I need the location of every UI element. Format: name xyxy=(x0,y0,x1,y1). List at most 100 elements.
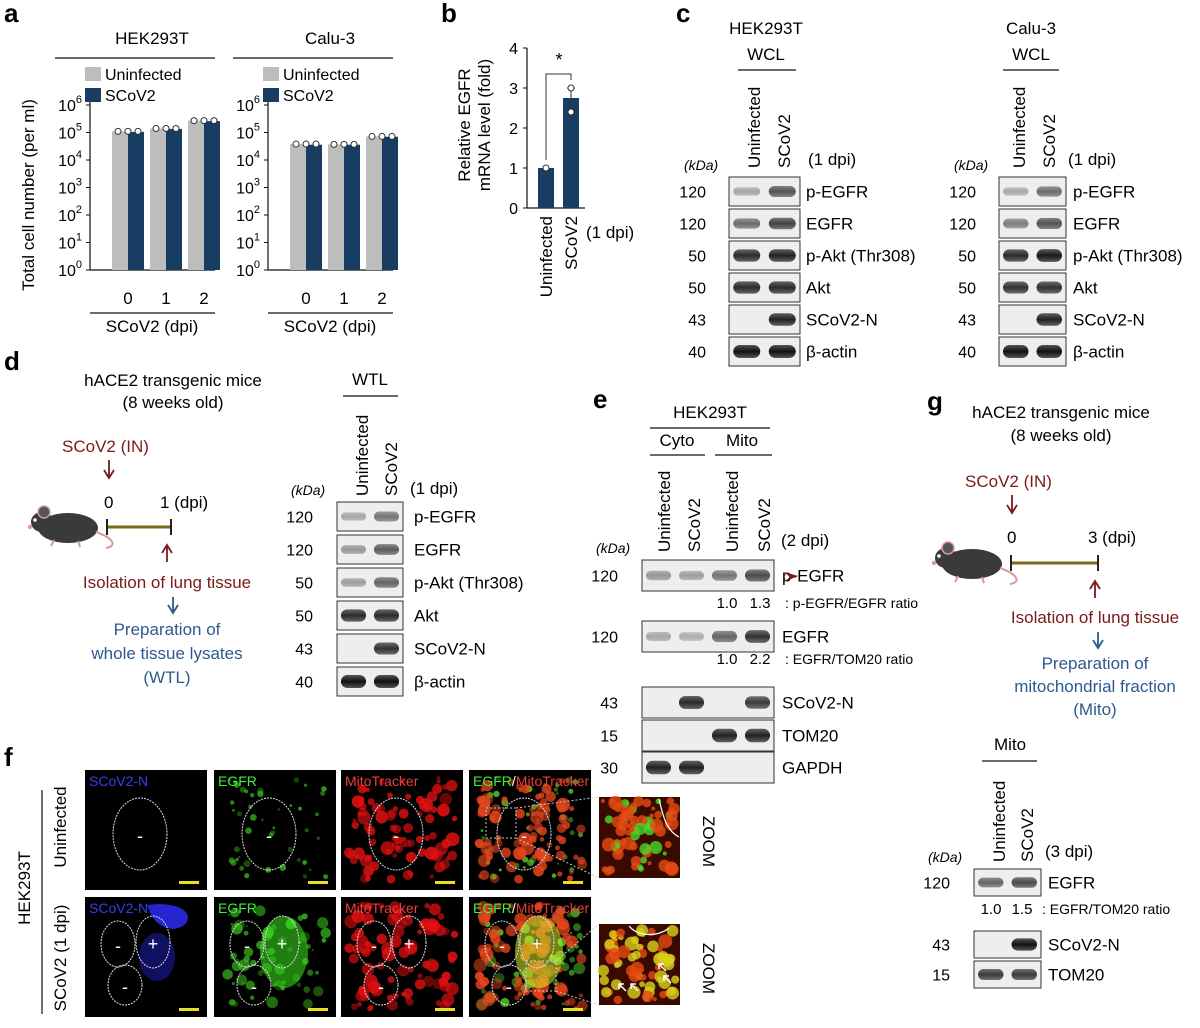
mito-signal xyxy=(368,943,377,952)
merge-label-egfr: EGFR xyxy=(473,773,512,789)
blot-band xyxy=(978,969,1004,980)
mito-signal xyxy=(357,811,371,825)
mito-signal xyxy=(558,778,564,784)
protein-label: Akt xyxy=(1073,279,1098,298)
ratio-value: 1.0 xyxy=(717,595,738,612)
mw-label: 120 xyxy=(679,217,706,234)
blot-band xyxy=(978,877,1004,888)
mito-signal xyxy=(447,850,458,861)
panel-label-e: e xyxy=(593,384,607,414)
channel-label: EGFR/MitoTracker xyxy=(473,900,589,916)
scale-bar xyxy=(308,1008,328,1011)
nucleus-marker: - xyxy=(506,977,512,997)
data-point xyxy=(567,108,575,116)
blot-g-mito: Uninfected SCoV2 (3 dpi) (kDa) 120 EGFR 43 SCoV… xyxy=(923,781,1170,989)
nucleus-outline xyxy=(391,915,427,969)
panel-e-fraction-mito: Mito xyxy=(726,431,758,450)
nucleus-outline xyxy=(107,964,143,1006)
ratio-value: 1.0 xyxy=(717,651,738,668)
zoom-signal xyxy=(642,798,652,808)
egfr-signal xyxy=(578,949,583,954)
blot-band xyxy=(768,313,796,326)
panel-e-cell: HEK293T xyxy=(673,403,747,422)
egfr-signal xyxy=(272,826,276,830)
egfr-signal xyxy=(239,786,247,793)
egfr-signal xyxy=(302,874,308,879)
merge-label-sep: / xyxy=(512,773,516,789)
y-tick-exponent: 5 xyxy=(254,122,260,134)
egfr-signal xyxy=(577,832,584,838)
protein-label: p-EGFR xyxy=(414,508,476,527)
mito-signal xyxy=(573,854,579,860)
blot-band xyxy=(1003,187,1029,196)
nucleus-marker: - xyxy=(378,977,384,997)
blot-band xyxy=(1003,344,1029,359)
mito-signal xyxy=(380,841,395,855)
egfr-signal xyxy=(303,783,308,787)
protein-label: TOM20 xyxy=(1048,966,1104,985)
y-tick-label: 101 xyxy=(58,232,82,253)
mw-label: 40 xyxy=(958,345,976,362)
egfr-signal xyxy=(302,860,308,865)
egfr-signal xyxy=(525,812,531,817)
mito-signal xyxy=(389,901,401,913)
blot-band xyxy=(373,511,400,522)
egfr-signal xyxy=(323,874,329,880)
egfr-signal xyxy=(230,908,240,918)
mito-signal xyxy=(578,993,584,998)
mito-signal xyxy=(494,776,499,780)
blot-band xyxy=(733,344,761,359)
zoom-signal xyxy=(666,797,675,805)
merge-label-egfr: EGFR xyxy=(473,900,512,916)
mito-signal xyxy=(576,953,587,964)
zoom-signal xyxy=(664,841,672,849)
egfr-signal xyxy=(535,999,541,1006)
protein-label: EGFR xyxy=(414,541,461,560)
y-tick-label: 103 xyxy=(58,177,82,198)
mito-signal xyxy=(490,873,500,884)
zoom-signal xyxy=(603,866,613,876)
mito-signal xyxy=(540,810,551,821)
blot-band xyxy=(1003,218,1029,229)
mito-signal xyxy=(424,835,431,842)
mito-signal xyxy=(354,854,360,859)
mito-signal xyxy=(494,839,503,847)
data-point xyxy=(302,140,310,148)
zoom-signal xyxy=(666,925,679,937)
data-point xyxy=(330,140,338,148)
mito-signal xyxy=(558,813,568,824)
blot-band xyxy=(678,695,705,710)
lane-label: SCoV2 xyxy=(685,498,704,552)
mito-signal xyxy=(555,850,566,861)
zoom-signal xyxy=(620,838,628,845)
protein-label: SCoV2-N xyxy=(1048,936,1120,955)
blot-band xyxy=(744,696,771,709)
bar-uninfected xyxy=(366,136,382,270)
mito-signal xyxy=(437,913,445,920)
channel-label: SCoV2-N xyxy=(89,900,148,916)
mito-signal xyxy=(425,958,439,972)
mw-label: 120 xyxy=(591,569,618,586)
egfr-signal xyxy=(238,856,241,859)
egfr-signal xyxy=(573,923,581,932)
blot-band xyxy=(340,512,367,521)
legend-swatch xyxy=(263,88,279,102)
egfr-signal xyxy=(241,981,245,985)
blot-band xyxy=(1011,877,1037,888)
y-tick-exponent: 1 xyxy=(254,232,260,244)
y-tick-label: 100 xyxy=(58,259,82,280)
nucleus-marker: - xyxy=(521,826,527,846)
mito-signal xyxy=(538,792,545,799)
egfr-signal xyxy=(257,970,264,976)
mw-label: 40 xyxy=(295,675,313,692)
zoom-signal xyxy=(639,974,647,981)
mito-signal xyxy=(357,784,367,794)
zoom-signal xyxy=(625,829,632,836)
y-tick-exponent: 2 xyxy=(76,204,82,216)
panel-f-row-uninfected: Uninfected xyxy=(51,786,70,867)
egfr-signal xyxy=(289,804,293,807)
legend-swatch xyxy=(263,67,279,81)
mito-signal xyxy=(415,795,425,805)
egfr-signal xyxy=(238,959,250,972)
scale-bar xyxy=(563,881,583,884)
